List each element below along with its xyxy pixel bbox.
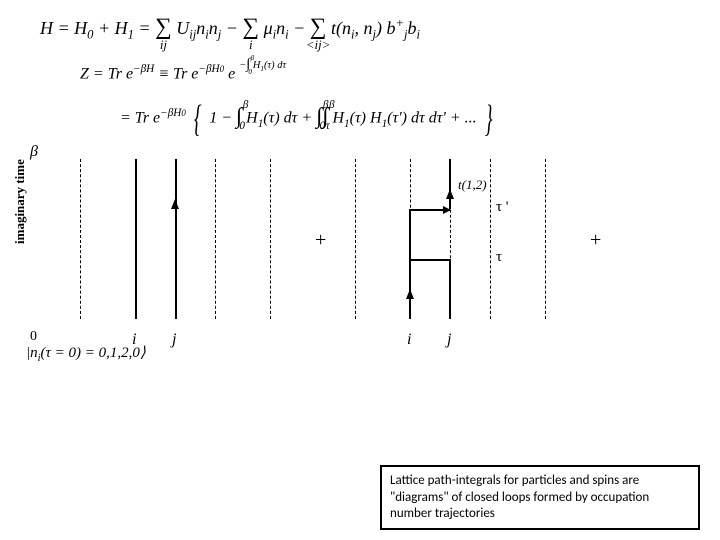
hop-bar [410,209,450,211]
site-label-i: i [407,331,411,349]
arrow-icon [171,199,179,209]
sum-ij: ∑ij [155,14,172,41]
site-line [490,159,491,319]
plus-separator: + [590,229,601,252]
site-line-i-seg [409,209,411,259]
initial-state-eq: |ni(τ = 0) = 0,1,2,0⟩ [26,343,700,364]
hamiltonian-equation: H = H0 + H1 = ∑ij Uijninj − ∑i μini − ∑<… [40,14,700,43]
site-line-j [175,159,177,319]
site-line [545,159,546,319]
arrow-right-icon [443,206,451,214]
site-line-i [135,159,137,319]
site-line [355,159,356,319]
caption-box: Lattice path-integrals for particles and… [380,465,700,530]
plus-separator: + [315,229,326,252]
hopping-amplitude-label: t(1,2) [458,177,487,193]
dyson-expansion-eq: = Tr e−βH0 { 1 − ∫0β H1(τ) dτ + ∫0β∫τβ H… [120,97,700,141]
sum-i: ∑i [242,14,259,41]
eq1-lhs: H = H [40,18,87,38]
caption-text: Lattice path-integrals for particles and… [390,473,649,521]
arrow-icon [406,289,414,299]
arrow-icon [446,189,454,199]
site-line [270,159,271,319]
sum-nn: ∑<ij> [310,14,327,41]
site-line [215,159,216,319]
left-brace: { [194,97,202,141]
site-line [80,159,81,319]
site-label-j: j [447,331,451,349]
site-label-i: i [132,331,136,349]
time-ordered-exp: −∫0β H1(τ) dτ [239,56,286,73]
right-brace: } [484,97,492,141]
y-axis-label: imaginary time [12,159,28,244]
site-line-j-seg2 [449,259,451,319]
hop-bar [410,259,450,261]
site-line-j-seg [449,159,451,209]
tau-label: τ [496,249,502,266]
tau-prime-label: τ ' [496,199,508,216]
worldline-diagram: imaginary time β 0 i j + i j τ ' τ t(1,2… [20,149,700,339]
beta-label: β [30,143,38,161]
site-label-j: j [172,331,176,349]
zero-label: 0 [30,329,37,345]
partition-function-eq: Z = Tr e−βH ≡ Tr e−βH0 e −∫0β H1(τ) dτ [80,63,700,83]
